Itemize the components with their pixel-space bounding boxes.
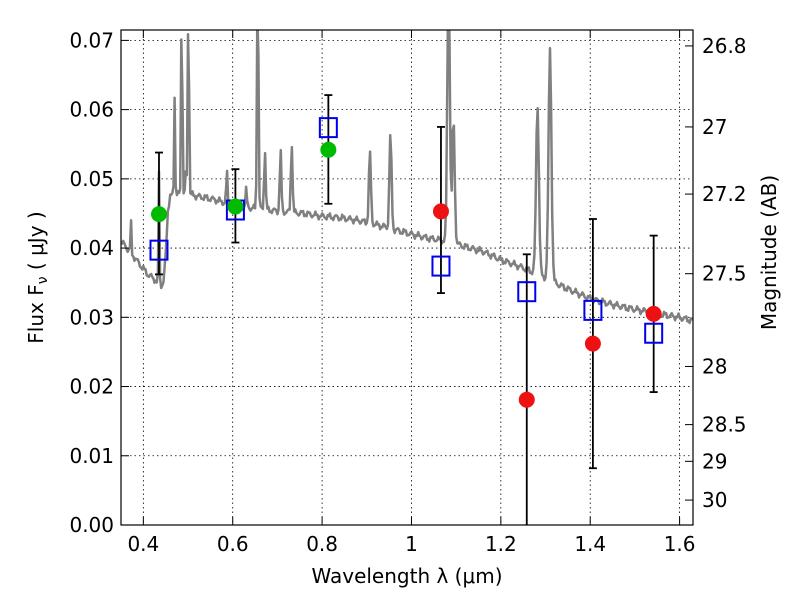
model-box-marker [431,255,451,277]
right-axis-title: Magnitude (AB) [757,175,781,330]
x-tick-label: 0.8 [306,532,338,556]
green-data-point [320,141,337,158]
x-tick-label: 1.2 [485,532,517,556]
right-tick-label: 28 [702,354,727,378]
x-tick-label: 0.4 [127,532,159,556]
y-axis-title-subscript: ν [35,276,51,284]
x-tick-label: 1.4 [574,532,606,556]
y-axis-title: Flux Fν ( μJy ) [24,211,51,343]
y-axis-title-main: Flux F [24,284,48,343]
model-box-marker [149,239,169,261]
red-data-point [584,335,601,352]
y-tick-label: 0.06 [69,98,114,122]
right-tick-label: 30 [702,488,727,512]
x-axis-title: Wavelength λ (μm) [311,564,502,588]
y-tick-label: 0.01 [69,444,114,468]
model-box-marker [583,299,603,321]
plot-frame [120,29,694,526]
x-tick-label: 1.6 [664,532,696,556]
model-box-marker [644,322,664,344]
grid-layer [121,30,693,526]
marker-layer [149,117,664,408]
spectrum-line [121,30,693,325]
y-tick-label: 0.03 [69,305,114,329]
red-data-point [432,203,449,220]
right-tick-label: 27.5 [702,262,747,286]
red-data-point [645,305,662,322]
right-tick-label: 29 [702,449,727,473]
green-data-point [150,206,167,223]
red-data-point [518,391,535,408]
right-tick-label: 27 [702,115,727,139]
tick-layer: 0.4 0.6 0.8 1 1.2 1.4 1.6 0.00 0.01 0.02 0.03 0.04 0… [69,28,746,556]
y-tick-label: 0.05 [69,167,114,191]
right-tick-label: 28.5 [702,413,747,437]
model-box-marker [517,281,537,303]
green-data-point [227,198,244,215]
y-tick-label: 0.07 [69,28,114,52]
y-tick-label: 0.02 [69,375,114,399]
x-tick-label: 1 [405,532,418,556]
right-tick-label: 26.8 [702,34,747,58]
y-tick-label: 0.04 [69,236,114,260]
model-box-marker [318,117,338,139]
y-axis-title-unit: ( μJy ) [24,211,48,276]
spectrum-layer [121,30,693,325]
right-tick-label: 27.2 [702,182,747,206]
y-tick-label: 0.00 [69,513,114,537]
x-tick-label: 0.6 [217,532,249,556]
